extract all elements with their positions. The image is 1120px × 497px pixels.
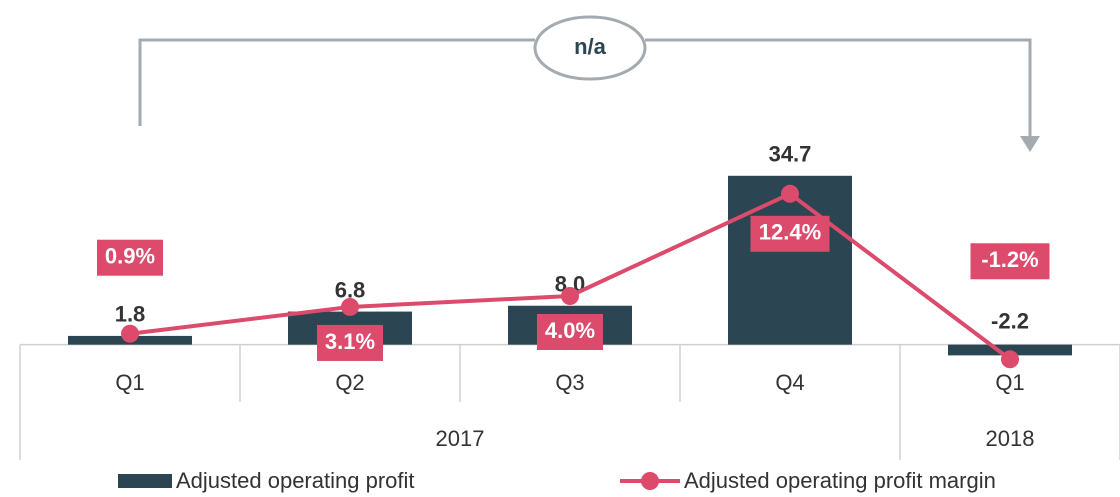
label-box [97, 239, 163, 276]
label-box [317, 324, 383, 361]
line-marker [781, 184, 799, 203]
line-value-label: 4.0% [545, 318, 595, 343]
x-tick-label: Q1 [995, 370, 1024, 395]
group-label: 2017 [436, 426, 485, 451]
line-value-label: 3.1% [325, 329, 375, 354]
legend-label: Adjusted operating profit [176, 468, 415, 493]
bar-value-label: 34.7 [769, 142, 812, 167]
bar [728, 175, 852, 345]
line-value-label: 0.9% [105, 244, 155, 269]
bracket-left [138, 38, 535, 126]
arrow-head [1020, 136, 1040, 152]
line-marker [561, 287, 579, 305]
legend-swatch [641, 472, 659, 490]
bar-value-label: 1.8 [115, 302, 146, 327]
group-label: 2018 [986, 426, 1035, 451]
bar-value-label: -2.2 [991, 308, 1029, 333]
legend-label: Adjusted operating profit margin [684, 468, 996, 493]
x-tick-label: Q3 [555, 370, 584, 395]
line-marker [1001, 350, 1019, 369]
line-value-label: -1.2% [981, 247, 1038, 272]
label-box [970, 243, 1050, 280]
bar [948, 344, 1072, 356]
annotation-ellipse [533, 15, 647, 81]
x-tick-label: Q4 [775, 370, 804, 395]
bracket-right [645, 38, 1032, 138]
x-tick-label: Q2 [335, 370, 364, 395]
label-box [750, 215, 830, 252]
annotation-text: n/a [574, 34, 607, 59]
label-box [537, 314, 603, 350]
annotation-bracket [138, 15, 1032, 138]
x-tick-label: Q1 [115, 370, 144, 395]
line-marker [341, 297, 359, 316]
line-value-label: 12.4% [759, 220, 821, 245]
legend-swatch [118, 474, 172, 488]
line-marker [121, 324, 139, 343]
